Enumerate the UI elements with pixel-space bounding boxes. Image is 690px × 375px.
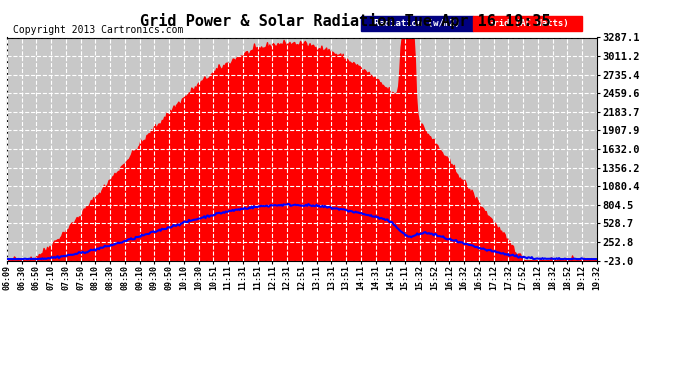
FancyBboxPatch shape	[361, 16, 473, 31]
FancyBboxPatch shape	[473, 16, 582, 31]
Text: Radiation (w/m2): Radiation (w/m2)	[374, 19, 460, 28]
Text: Grid (AC Watts): Grid (AC Watts)	[488, 19, 568, 28]
Text: Copyright 2013 Cartronics.com: Copyright 2013 Cartronics.com	[13, 25, 183, 35]
Text: Grid Power & Solar Radiation Tue Apr 16 19:35: Grid Power & Solar Radiation Tue Apr 16 …	[139, 13, 551, 29]
